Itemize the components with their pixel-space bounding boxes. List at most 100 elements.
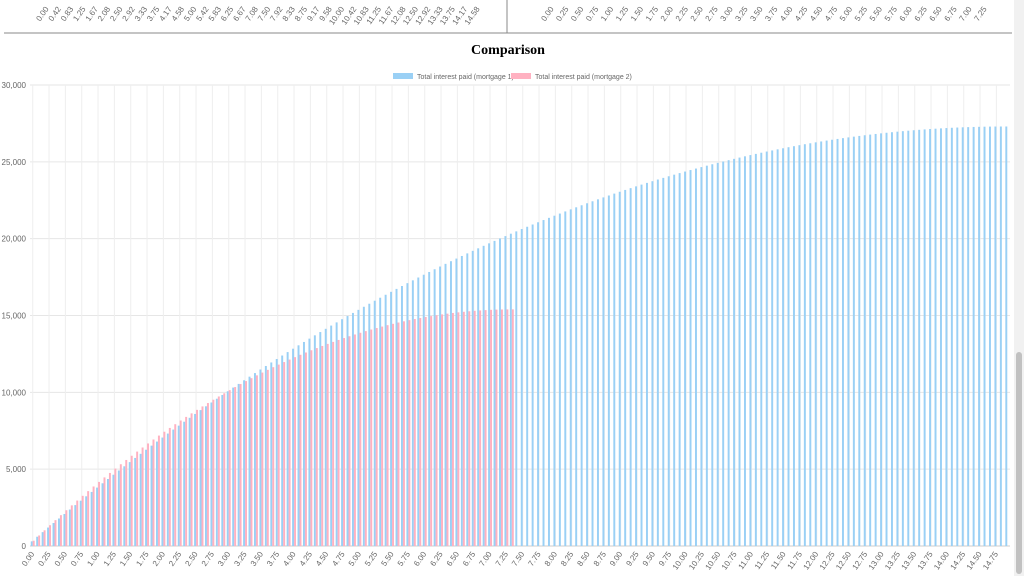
legend-label: Total interest paid (mortgage 1) (417, 74, 514, 81)
bar (183, 421, 186, 546)
y-tick-label: 30,000 (2, 81, 27, 90)
bar (215, 398, 218, 546)
bar (413, 319, 416, 546)
legend-swatch (511, 73, 531, 79)
bar (988, 126, 991, 546)
bar (119, 464, 122, 546)
x-tick-label: 13.50 (899, 550, 918, 572)
bar (375, 328, 378, 546)
bar (362, 306, 365, 546)
x-tick-label: 0.50 (569, 5, 586, 23)
bar (471, 250, 474, 546)
scrollbar-thumb[interactable] (1016, 352, 1022, 574)
x-tick-label: 10.75 (720, 550, 739, 572)
x-tick-label: 3.00 (719, 5, 736, 23)
bar (259, 369, 262, 546)
legend-swatch (393, 73, 413, 79)
bar (217, 396, 220, 546)
bar (395, 288, 398, 546)
x-tick-label: 6.00 (412, 550, 429, 568)
bar (174, 424, 177, 546)
x-tick-label: 4.50 (808, 5, 825, 23)
bar (596, 199, 599, 546)
bar (359, 332, 362, 546)
bar (934, 128, 937, 546)
bar (820, 141, 823, 546)
bar (353, 334, 356, 546)
bar (495, 309, 498, 546)
x-tick-label: 10.25 (687, 550, 706, 572)
x-tick-label: 1.50 (629, 5, 646, 23)
bar (357, 309, 360, 546)
bar (765, 151, 768, 546)
x-tick-label: 3.50 (249, 550, 266, 568)
bar (424, 317, 427, 546)
legend-label: Total interest paid (mortgage 2) (535, 74, 632, 81)
bar (321, 345, 324, 546)
bar (667, 176, 670, 546)
x-tick-label: 1.75 (134, 550, 151, 568)
bar (749, 155, 752, 546)
bar (457, 312, 460, 546)
bar (57, 518, 60, 546)
bar (417, 277, 420, 546)
x-tick-label: 4.25 (298, 550, 315, 568)
bar (310, 350, 313, 546)
x-tick-label: 6.75 (461, 550, 478, 568)
bar (694, 168, 697, 546)
bar (292, 348, 295, 546)
x-tick-label: 7.25 (972, 5, 989, 23)
bar (390, 291, 393, 546)
bar (803, 144, 806, 546)
bar (221, 394, 224, 546)
bar (809, 143, 812, 547)
bar (190, 413, 193, 546)
bar (315, 348, 318, 546)
bar (194, 413, 197, 546)
bar (155, 441, 158, 546)
x-tick-label: 8.75 (592, 550, 609, 568)
bar (43, 530, 46, 546)
bar (226, 391, 229, 546)
bar (994, 126, 997, 546)
bar (255, 375, 258, 546)
bar (411, 280, 414, 546)
bar (141, 447, 144, 546)
x-tick-label: 1.25 (614, 5, 631, 23)
bar (313, 335, 316, 546)
bar (408, 320, 411, 546)
x-tick-label: 7.75 (526, 550, 543, 568)
x-tick-label: 0.50 (53, 550, 70, 568)
bar (978, 126, 981, 547)
bar (38, 535, 41, 546)
bar (114, 468, 117, 546)
x-tick-label: 2.00 (659, 5, 676, 23)
x-tick-label: 14.50 (965, 550, 984, 572)
bar (228, 390, 231, 546)
x-tick-label: 8.00 (543, 550, 560, 568)
bar (569, 209, 572, 546)
bar (326, 343, 329, 546)
bar (59, 515, 62, 546)
bar (337, 339, 340, 546)
bar (250, 378, 253, 546)
y-tick-label: 25,000 (2, 158, 27, 167)
x-tick-label: 9.25 (624, 550, 641, 568)
bar (32, 540, 35, 546)
bar (651, 181, 654, 547)
x-tick-label: 13.25 (883, 550, 902, 572)
x-tick-label: 1.00 (85, 550, 102, 568)
x-tick-label: 3.75 (265, 550, 282, 568)
bar (558, 213, 561, 546)
x-tick-label: 3.00 (216, 550, 233, 568)
bar (348, 336, 351, 546)
bar (967, 127, 970, 547)
bar (645, 182, 648, 546)
bar (92, 486, 95, 546)
bar (907, 130, 910, 546)
bar (112, 474, 115, 546)
bar (108, 472, 111, 546)
bar (700, 167, 703, 546)
bar (125, 459, 128, 546)
